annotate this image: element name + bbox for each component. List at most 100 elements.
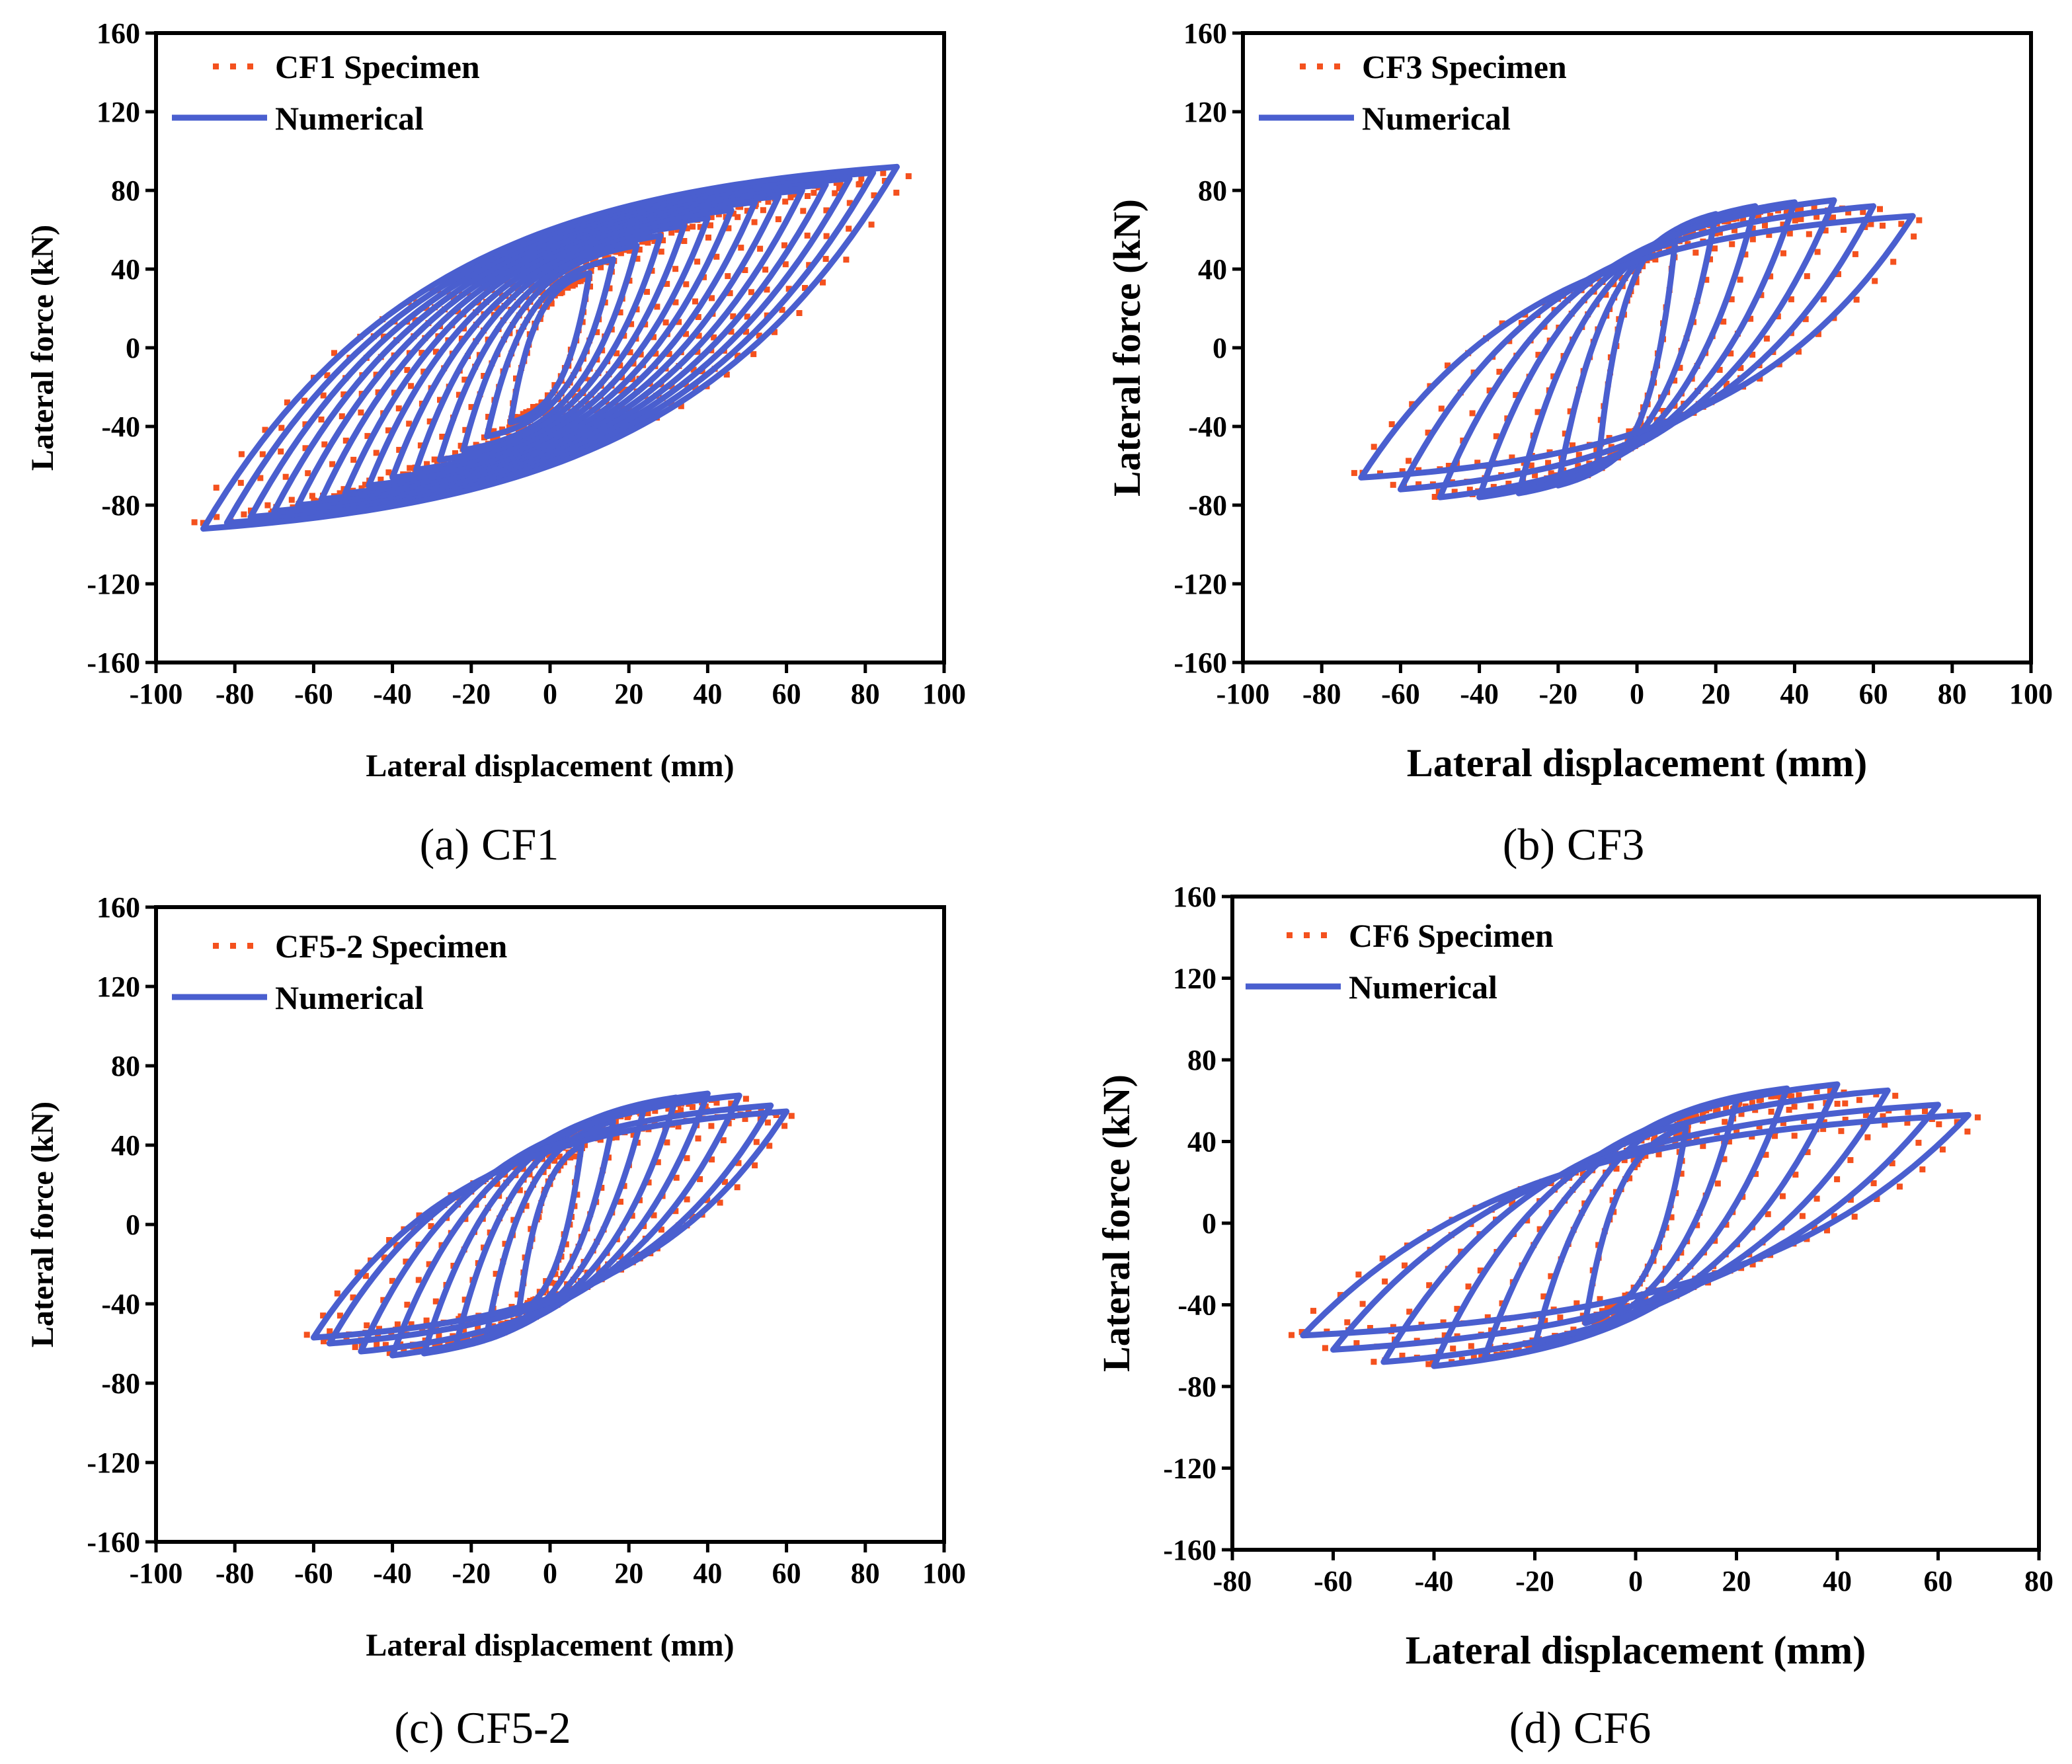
specimen-point	[722, 1179, 728, 1185]
specimen-point	[1557, 1314, 1564, 1321]
numerical-series-d	[1300, 1081, 1972, 1369]
specimen-point	[376, 1326, 382, 1332]
specimen-point	[697, 223, 703, 230]
y-tick-label: -120	[1163, 1453, 1216, 1485]
specimen-point	[373, 450, 379, 456]
caption-name: CF3	[1567, 819, 1644, 869]
y-tick-label: 160	[97, 17, 140, 50]
y-tick-label: 0	[126, 1209, 140, 1241]
legend-specimen-marker	[247, 943, 253, 949]
specimen-point	[1974, 1114, 1981, 1121]
specimen-point	[1574, 1300, 1580, 1306]
specimen-point	[1738, 1111, 1745, 1117]
specimen-point	[634, 255, 641, 262]
plot-frame	[154, 905, 946, 1544]
specimen-point	[734, 1184, 740, 1191]
specimen-point	[709, 1156, 715, 1163]
specimen-point	[491, 428, 497, 434]
specimen-point	[415, 1242, 422, 1248]
specimen-point	[1351, 469, 1357, 476]
specimen-point	[1964, 1128, 1971, 1135]
specimen-point	[725, 273, 731, 280]
specimen-point	[836, 185, 842, 192]
specimen-point	[645, 239, 651, 246]
specimen-point	[284, 399, 290, 406]
specimen-point	[742, 1096, 749, 1102]
specimen-point	[871, 192, 877, 198]
specimen-point	[436, 1332, 442, 1339]
specimen-point	[1626, 1175, 1633, 1182]
specimen-point	[832, 190, 838, 196]
numerical-series-a	[200, 163, 900, 532]
numerical-loop	[310, 1108, 790, 1341]
specimen-point	[1922, 1108, 1928, 1114]
specimen-point	[523, 409, 530, 415]
specimen-point	[1712, 245, 1718, 252]
specimen-point	[690, 223, 696, 230]
specimen-point	[757, 245, 764, 252]
x-tick-label: 40	[693, 1557, 722, 1589]
specimen-point	[1786, 1107, 1792, 1113]
specimen-point	[1621, 1157, 1628, 1164]
specimen-point	[1892, 1092, 1899, 1099]
specimen-point	[765, 198, 772, 205]
specimen-point	[404, 367, 411, 374]
specimen-point	[1693, 249, 1699, 256]
specimen-point	[1513, 1346, 1519, 1353]
specimen-point	[426, 418, 433, 424]
specimen-point	[1379, 1255, 1386, 1262]
specimen-point	[1465, 1283, 1472, 1290]
specimen-point	[1733, 1127, 1740, 1133]
specimen-point	[802, 285, 808, 291]
specimen-point	[614, 350, 620, 356]
specimen-point	[1792, 217, 1798, 223]
specimen-point	[1786, 230, 1793, 237]
specimen-point	[456, 391, 462, 398]
specimen-point	[1382, 1278, 1388, 1285]
specimen-point	[1772, 1133, 1778, 1139]
specimen-point	[672, 1208, 679, 1215]
legend-specimen-marker	[1321, 932, 1327, 938]
specimen-point	[1468, 1343, 1474, 1349]
numerical-loop	[436, 232, 664, 463]
specimen-point	[461, 1297, 468, 1303]
specimen-point	[309, 493, 315, 499]
specimen-point	[1668, 1214, 1675, 1221]
specimen-point	[1756, 1123, 1763, 1130]
specimen-point	[354, 1269, 361, 1276]
specimen-point	[1712, 230, 1719, 237]
specimen-point	[742, 1115, 748, 1122]
specimen-point	[637, 351, 644, 358]
specimen-point	[735, 1160, 742, 1166]
legend-specimen-marker	[247, 63, 253, 69]
numerical-loop	[413, 223, 688, 473]
specimen-point	[1714, 1180, 1721, 1187]
specimen-point	[1402, 1262, 1408, 1269]
specimen-point	[1652, 1133, 1658, 1139]
specimen-point	[418, 350, 425, 356]
specimen-point	[1406, 1308, 1413, 1315]
specimen-point	[1911, 233, 1917, 240]
specimen-point	[523, 1203, 530, 1209]
specimen-point	[583, 261, 590, 267]
specimen-point	[514, 1291, 521, 1298]
specimen-point	[1820, 296, 1827, 303]
specimen-point	[426, 1261, 432, 1267]
specimen-point	[735, 214, 741, 220]
specimen-point	[1604, 1304, 1611, 1311]
specimen-point	[1608, 1303, 1614, 1309]
specimen-point	[406, 421, 413, 427]
specimen-point	[1815, 331, 1821, 337]
x-tick-label: 100	[2009, 678, 2053, 710]
y-tick-label: 0	[1202, 1207, 1216, 1240]
specimen-point	[636, 247, 643, 253]
specimen-point	[548, 1279, 555, 1286]
specimen-point	[697, 1176, 703, 1182]
specimen-point	[598, 1185, 605, 1191]
specimen-point	[672, 266, 679, 272]
legend-b: CF3 Specimen Numerical	[1259, 48, 1567, 137]
specimen-point	[684, 1155, 690, 1162]
specimen-point	[1824, 1227, 1830, 1234]
x-axis-label: Lateral displacement (mm)	[1407, 741, 1868, 785]
numerical-loop	[366, 207, 735, 489]
